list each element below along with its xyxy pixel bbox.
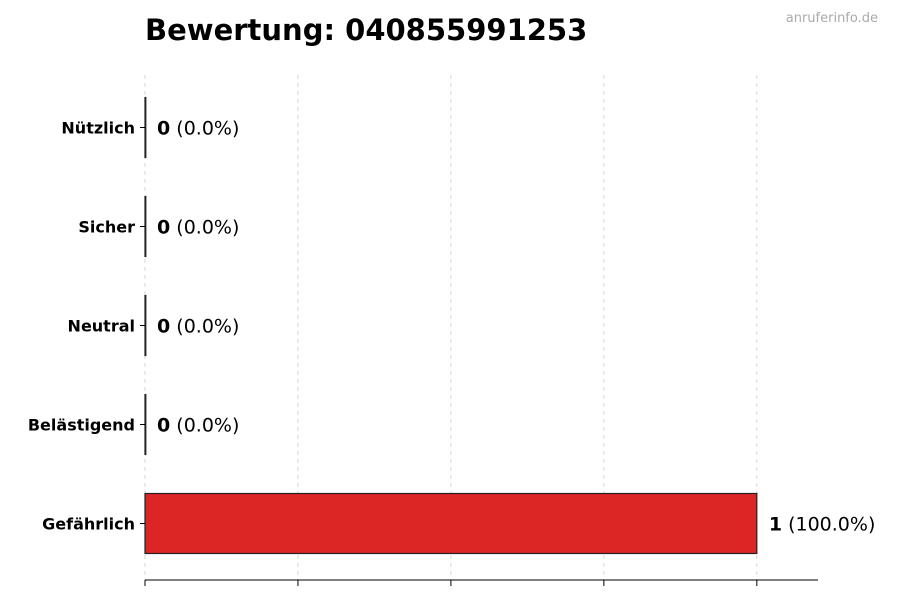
value-label: 1 (100.0%) [769, 514, 876, 536]
bar [144, 294, 147, 357]
value-percent: (100.0%) [788, 514, 875, 536]
value-count: 0 [157, 118, 170, 140]
category-label: Nützlich [61, 119, 135, 138]
value-count: 1 [769, 514, 782, 536]
value-percent: (0.0%) [176, 217, 239, 239]
value-percent: (0.0%) [176, 118, 239, 140]
bar [144, 492, 758, 555]
bar [144, 393, 147, 456]
category-label: Neutral [68, 317, 135, 336]
value-label: 0 (0.0%) [157, 217, 239, 239]
category-label: Gefährlich [42, 515, 135, 534]
category-label: Sicher [78, 218, 135, 237]
value-count: 0 [157, 415, 170, 437]
value-label: 0 (0.0%) [157, 118, 239, 140]
value-label: 0 (0.0%) [157, 415, 239, 437]
bars [144, 96, 758, 555]
value-count: 0 [157, 217, 170, 239]
labels: Nützlich 0 (0.0%) Sicher 0 (0.0%) Neutral 0 (… [28, 118, 876, 536]
bar [144, 195, 147, 258]
value-label: 0 (0.0%) [157, 316, 239, 338]
category-label: Belästigend [28, 416, 135, 435]
x-axis [140, 127, 818, 586]
value-percent: (0.0%) [176, 316, 239, 338]
chart-title: Bewertung: 040855991253 [145, 13, 587, 47]
watermark: anruferinfo.de [786, 11, 878, 26]
value-count: 0 [157, 316, 170, 338]
value-percent: (0.0%) [176, 415, 239, 437]
bar [144, 96, 147, 159]
